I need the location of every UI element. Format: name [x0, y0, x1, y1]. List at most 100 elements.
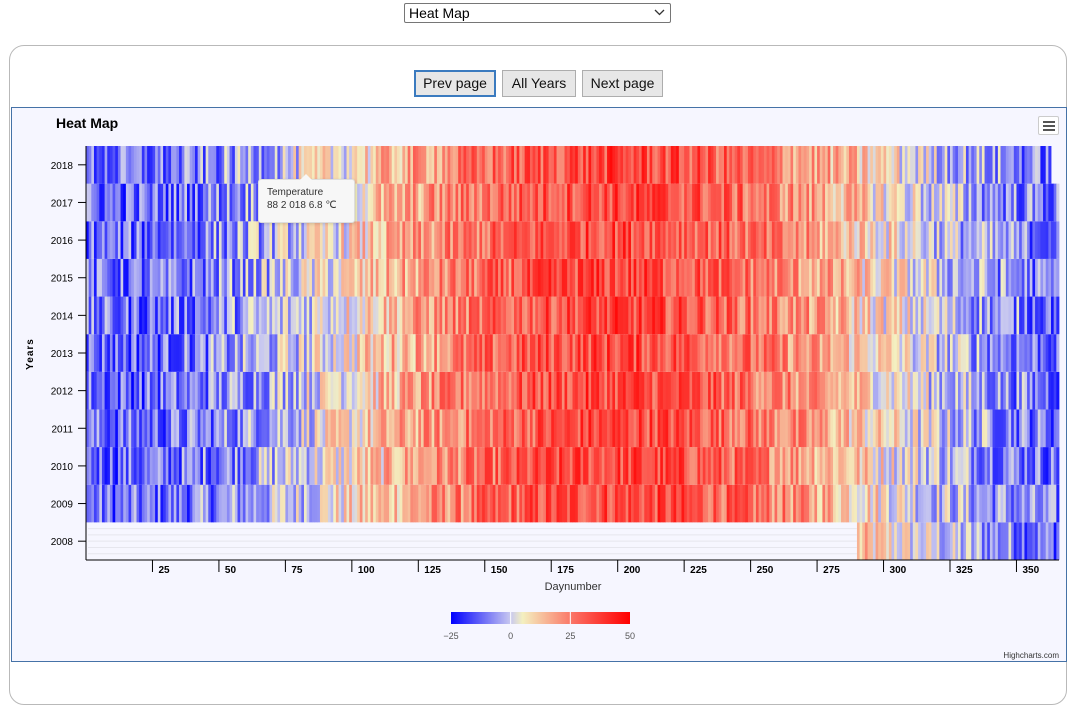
heatmap-cell[interactable]	[989, 484, 993, 523]
heatmap-cell[interactable]	[923, 447, 927, 485]
heatmap-cell[interactable]	[117, 183, 121, 222]
heatmap-cell[interactable]	[229, 221, 233, 259]
heatmap-cell[interactable]	[330, 146, 334, 184]
heatmap-cell[interactable]	[944, 409, 948, 448]
heatmap-cell[interactable]	[585, 447, 589, 485]
heatmap-cell[interactable]	[928, 484, 932, 523]
heatmap-cell[interactable]	[99, 221, 103, 259]
heatmap-cell[interactable]	[99, 183, 103, 222]
heatmap-cell[interactable]	[101, 296, 106, 335]
heatmap-cell[interactable]	[1045, 183, 1049, 222]
heatmap-cell[interactable]	[686, 221, 690, 259]
heatmap-cell[interactable]	[373, 371, 377, 410]
heatmap-cell[interactable]	[596, 447, 600, 485]
heatmap-cell[interactable]	[192, 447, 196, 485]
heatmap-cell[interactable]	[841, 447, 845, 485]
heatmap-cell[interactable]	[739, 371, 744, 410]
heatmap-cell[interactable]	[883, 221, 887, 259]
heatmap-cell[interactable]	[1021, 484, 1025, 523]
heatmap-cell[interactable]	[737, 183, 741, 222]
heatmap-cell[interactable]	[678, 258, 682, 297]
heatmap-cell[interactable]	[181, 371, 185, 410]
heatmap-cell[interactable]	[652, 296, 656, 335]
heatmap-cell[interactable]	[112, 447, 116, 485]
heatmap-cell[interactable]	[280, 409, 284, 448]
heatmap-cell[interactable]	[498, 484, 502, 523]
heatmap-cell[interactable]	[769, 146, 773, 184]
heatmap-cell[interactable]	[101, 183, 106, 222]
heatmap-cell[interactable]	[739, 296, 744, 335]
heatmap-cell[interactable]	[1005, 371, 1009, 410]
heatmap-cell[interactable]	[213, 334, 217, 372]
heatmap-cell[interactable]	[737, 221, 741, 259]
heatmap-cell[interactable]	[86, 221, 90, 259]
heatmap-cell[interactable]	[229, 296, 233, 335]
heatmap-cell[interactable]	[285, 296, 289, 335]
heatmap-cell[interactable]	[1024, 221, 1028, 259]
heatmap-cell[interactable]	[588, 371, 592, 410]
heatmap-cell[interactable]	[920, 447, 924, 485]
heatmap-cell[interactable]	[955, 334, 959, 372]
heatmap-cell[interactable]	[152, 371, 156, 410]
heatmap-cell[interactable]	[923, 484, 927, 523]
heatmap-cell[interactable]	[973, 371, 977, 410]
heatmap-cell[interactable]	[739, 409, 744, 448]
heatmap-cell[interactable]	[588, 409, 592, 448]
heatmap-cell[interactable]	[795, 146, 799, 184]
heatmap-cell[interactable]	[136, 183, 140, 222]
heatmap-cell[interactable]	[386, 447, 390, 485]
heatmap-cell[interactable]	[474, 334, 478, 372]
heatmap-cell[interactable]	[240, 258, 244, 297]
heatmap-cell[interactable]	[766, 334, 770, 372]
heatmap-cell[interactable]	[306, 146, 310, 184]
heatmap-cell[interactable]	[662, 146, 666, 184]
heatmap-cell[interactable]	[894, 522, 898, 560]
heatmap-cell[interactable]	[950, 334, 954, 372]
heatmap-cell[interactable]	[258, 484, 262, 523]
heatmap-cell[interactable]	[288, 334, 292, 372]
heatmap-cell[interactable]	[115, 371, 119, 410]
heatmap-cell[interactable]	[373, 221, 377, 259]
heatmap-cell[interactable]	[487, 221, 491, 259]
heatmap-cell[interactable]	[205, 409, 209, 448]
heatmap-cell[interactable]	[758, 371, 762, 410]
heatmap-cell[interactable]	[397, 409, 401, 448]
heatmap-cell[interactable]	[644, 371, 648, 410]
heatmap-cell[interactable]	[950, 522, 954, 560]
heatmap-cell[interactable]	[1035, 447, 1039, 485]
heatmap-cell[interactable]	[1027, 296, 1031, 335]
heatmap-cell[interactable]	[689, 334, 693, 372]
heatmap-cell[interactable]	[684, 484, 688, 523]
heatmap-cell[interactable]	[460, 146, 464, 184]
heatmap-cell[interactable]	[189, 258, 193, 297]
heatmap-cell[interactable]	[335, 371, 339, 410]
heatmap-cell[interactable]	[125, 221, 129, 259]
heatmap-cell[interactable]	[997, 334, 1001, 372]
heatmap-cell[interactable]	[713, 258, 717, 297]
heatmap-cell[interactable]	[1027, 371, 1031, 410]
heatmap-cell[interactable]	[181, 447, 185, 485]
heatmap-cell[interactable]	[314, 409, 318, 448]
heatmap-cell[interactable]	[973, 183, 977, 222]
heatmap-cell[interactable]	[644, 146, 648, 184]
heatmap-cell[interactable]	[888, 447, 892, 485]
heatmap-cell[interactable]	[288, 296, 292, 335]
heatmap-cell[interactable]	[912, 447, 916, 485]
heatmap-cell[interactable]	[1053, 221, 1057, 259]
heatmap-cell[interactable]	[543, 334, 547, 372]
heatmap-cell[interactable]	[195, 221, 199, 259]
heatmap-cell[interactable]	[872, 484, 876, 523]
heatmap-cell[interactable]	[928, 409, 932, 448]
heatmap-cell[interactable]	[200, 296, 204, 335]
heatmap-cell[interactable]	[163, 409, 167, 448]
heatmap-cell[interactable]	[559, 221, 563, 259]
heatmap-cell[interactable]	[261, 371, 265, 410]
heatmap-cell[interactable]	[995, 334, 999, 372]
heatmap-cell[interactable]	[1000, 183, 1004, 222]
heatmap-cell[interactable]	[926, 296, 930, 335]
heatmap-cell[interactable]	[213, 371, 217, 410]
heatmap-cell[interactable]	[524, 258, 528, 297]
heatmap-cell[interactable]	[726, 221, 730, 259]
heatmap-cell[interactable]	[514, 221, 518, 259]
heatmap-cell[interactable]	[705, 334, 709, 372]
